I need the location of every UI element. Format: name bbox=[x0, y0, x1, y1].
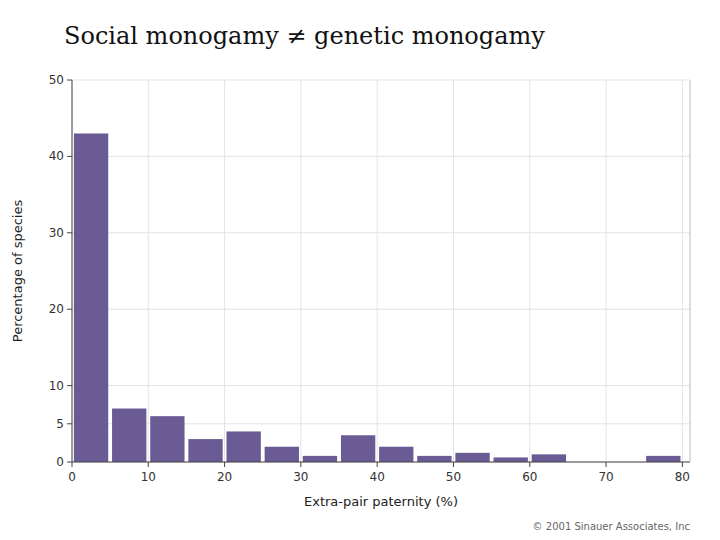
grid-line bbox=[453, 80, 454, 462]
x-tick bbox=[148, 462, 149, 467]
bar bbox=[494, 457, 528, 462]
grid-line bbox=[606, 80, 607, 462]
grid-line bbox=[72, 232, 690, 233]
grid-line bbox=[148, 80, 149, 462]
y-tick-label: 5 bbox=[56, 417, 64, 431]
bar bbox=[112, 409, 146, 462]
grid-line bbox=[72, 80, 73, 462]
y-tick-label: 20 bbox=[49, 302, 64, 316]
x-tick bbox=[300, 462, 301, 467]
y-tick-label: 30 bbox=[49, 226, 64, 240]
bar bbox=[227, 431, 261, 462]
bar bbox=[532, 454, 566, 462]
bar bbox=[341, 435, 375, 462]
bar bbox=[646, 456, 680, 462]
x-tick bbox=[224, 462, 225, 467]
title: Social monogamy ≠ genetic monogamy bbox=[64, 22, 545, 50]
x-tick-label: 10 bbox=[141, 470, 156, 484]
bar bbox=[417, 456, 451, 462]
y-tick bbox=[67, 156, 72, 157]
grid-line bbox=[300, 80, 301, 462]
grid-line bbox=[224, 80, 225, 462]
x-tick-label: 60 bbox=[522, 470, 537, 484]
x-tick bbox=[682, 462, 683, 467]
x-tick-label: 20 bbox=[217, 470, 232, 484]
grid-line bbox=[72, 385, 690, 386]
y-tick-label: 10 bbox=[49, 379, 64, 393]
bar bbox=[379, 447, 413, 462]
bar bbox=[303, 456, 337, 462]
grid-line bbox=[682, 80, 683, 462]
grid-line bbox=[72, 309, 690, 310]
y-tick bbox=[67, 385, 72, 386]
y-tick bbox=[67, 232, 72, 233]
y-tick-label: 0 bbox=[56, 455, 64, 469]
x-axis-line bbox=[72, 462, 690, 463]
grid-line bbox=[529, 80, 530, 462]
y-tick bbox=[67, 80, 72, 81]
y-tick bbox=[67, 423, 72, 424]
bar bbox=[74, 133, 108, 462]
grid-line bbox=[72, 462, 690, 463]
grid-line bbox=[72, 156, 690, 157]
x-tick-label: 0 bbox=[68, 470, 76, 484]
x-tick bbox=[606, 462, 607, 467]
grid-line bbox=[72, 80, 690, 81]
x-tick-label: 50 bbox=[446, 470, 461, 484]
x-tick-label: 70 bbox=[598, 470, 613, 484]
axes: 0 10 20 30 40 50 60 70 80 0 5 10 20 30 40 50 bbox=[49, 73, 690, 484]
y-tick-label: 50 bbox=[49, 73, 64, 87]
x-tick-label: 30 bbox=[293, 470, 308, 484]
grid-line bbox=[377, 80, 378, 462]
bar bbox=[455, 453, 489, 462]
x-tick-label: 40 bbox=[370, 470, 385, 484]
y-tick-label: 40 bbox=[49, 149, 64, 163]
y-tick bbox=[67, 462, 72, 463]
bar bbox=[150, 416, 184, 462]
x-tick bbox=[72, 462, 73, 467]
chart: 0 10 20 30 40 50 60 70 80 0 5 10 20 30 40 50 Extra-pair … bbox=[0, 0, 720, 540]
y-axis-line bbox=[72, 80, 73, 462]
y-axis-label: Percentage of species bbox=[10, 200, 25, 343]
annotation: © 2001 Sinauer Associates, Inc bbox=[533, 521, 690, 532]
grid bbox=[72, 80, 690, 462]
y-tick bbox=[67, 309, 72, 310]
x-tick bbox=[529, 462, 530, 467]
bars bbox=[74, 133, 681, 462]
x-axis-label: Extra-pair paternity (%) bbox=[304, 494, 458, 509]
plot-frame bbox=[690, 80, 691, 462]
x-tick bbox=[453, 462, 454, 467]
bar bbox=[188, 439, 222, 462]
bar bbox=[265, 447, 299, 462]
x-tick-label: 80 bbox=[675, 470, 690, 484]
x-tick bbox=[377, 462, 378, 467]
